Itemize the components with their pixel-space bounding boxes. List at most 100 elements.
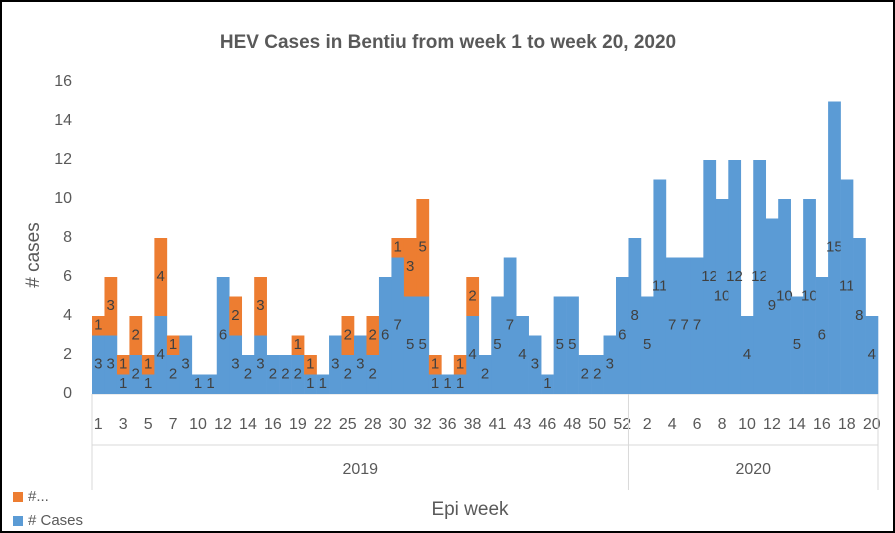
- bar-segment: [279, 355, 292, 394]
- data-label: 2: [369, 326, 377, 343]
- bar-segment: [141, 355, 155, 375]
- x-tick-label: 22: [314, 416, 332, 433]
- bar-segment: [503, 257, 517, 394]
- legend-swatch: [13, 516, 23, 526]
- x-tick-label: 5: [144, 416, 153, 433]
- bar-segment: [229, 296, 243, 336]
- bar-segment: [229, 335, 243, 394]
- data-label: 6: [818, 326, 826, 343]
- bar-segment: [154, 238, 168, 316]
- data-label: 5: [556, 336, 564, 353]
- x-tick-label: 25: [339, 416, 357, 433]
- bar-segment: [703, 160, 717, 394]
- x-tick-label: 12: [214, 416, 232, 433]
- data-label: 2: [369, 365, 377, 382]
- x-tick-label: 19: [289, 416, 307, 433]
- bar-segment: [466, 277, 480, 316]
- bar-segment: [391, 257, 405, 394]
- data-label: 5: [418, 239, 426, 256]
- data-label: 2: [244, 365, 252, 382]
- data-label: 1: [456, 356, 464, 373]
- y-tick-label: 8: [63, 229, 72, 246]
- legend-label: # Cases: [28, 512, 83, 529]
- data-label: 11: [839, 278, 855, 295]
- data-label: 9: [768, 297, 776, 314]
- bar-segment: [329, 335, 342, 394]
- data-label: 2: [131, 365, 139, 382]
- x-tick-label: 10: [738, 416, 756, 433]
- x-tick-label: 10: [189, 416, 207, 433]
- x-tick-label: 38: [464, 416, 482, 433]
- x-tick-label: 14: [239, 416, 257, 433]
- bar-segment: [403, 296, 417, 394]
- x-tick-label: 4: [668, 416, 677, 433]
- data-label: 10: [776, 287, 793, 304]
- y-tick-label: 12: [54, 151, 72, 168]
- bar-segment: [291, 335, 305, 355]
- data-label: 3: [256, 297, 264, 314]
- x-tick-label: 8: [718, 416, 727, 433]
- data-label: 3: [107, 297, 115, 314]
- bar-segment: [865, 316, 879, 394]
- bar-segment: [828, 101, 841, 394]
- data-label: 2: [131, 326, 139, 343]
- bar-segment: [416, 296, 430, 394]
- bar-segment: [765, 218, 779, 394]
- data-label: 3: [181, 356, 189, 373]
- bar-segment: [553, 296, 567, 394]
- data-label: 3: [406, 258, 414, 275]
- x-tick-label: 46: [538, 416, 556, 433]
- bar-segment: [241, 355, 255, 394]
- data-label: 7: [693, 317, 701, 334]
- bar-segment: [92, 335, 105, 394]
- x-tick-label: 48: [563, 416, 581, 433]
- data-label: 10: [801, 287, 818, 304]
- x-tick-label: 43: [514, 416, 532, 433]
- bar-segment: [254, 277, 267, 336]
- data-label: 1: [294, 336, 302, 353]
- data-label: 2: [294, 365, 302, 382]
- data-label: 3: [256, 356, 264, 373]
- bar-segment: [803, 199, 816, 394]
- bar-segment: [403, 238, 417, 297]
- x-tick-label: 1: [94, 416, 103, 433]
- data-label: 1: [456, 375, 464, 392]
- data-label: 3: [231, 356, 239, 373]
- y-tick-label: 0: [63, 385, 72, 402]
- data-label: 2: [344, 326, 352, 343]
- x-axis-title: Epi week: [431, 499, 509, 520]
- bar-segment: [129, 316, 143, 355]
- data-label: 15: [826, 239, 843, 256]
- data-label: 12: [751, 268, 768, 285]
- bar-segment: [453, 374, 467, 394]
- data-label: 5: [643, 336, 651, 353]
- data-label: 1: [431, 356, 439, 373]
- data-label: 12: [726, 268, 743, 285]
- y-tick-label: 6: [63, 268, 72, 285]
- data-label: 1: [443, 375, 451, 392]
- x-tick-label: 28: [364, 416, 382, 433]
- bar-segment: [728, 160, 742, 394]
- bar-segment: [628, 238, 642, 394]
- y-tick-label: 4: [63, 307, 72, 324]
- x-tick-label: 18: [838, 416, 856, 433]
- x-tick-label: 30: [389, 416, 407, 433]
- data-label: 3: [331, 356, 339, 373]
- data-label: 10: [714, 287, 731, 304]
- group-label: 2020: [735, 461, 771, 478]
- data-label: 4: [518, 346, 526, 363]
- x-tick-label: 50: [588, 416, 606, 433]
- bar-segment: [778, 199, 791, 394]
- bar-segment: [166, 335, 180, 355]
- bar-segment: [790, 296, 804, 394]
- data-label: 1: [144, 356, 152, 373]
- data-label: 2: [344, 365, 352, 382]
- bar-segment: [441, 374, 455, 394]
- bar-segment: [640, 296, 654, 394]
- x-tick-label: 16: [264, 416, 282, 433]
- bar-segment: [304, 355, 317, 375]
- bar-segment: [154, 316, 168, 394]
- data-label: 1: [306, 375, 314, 392]
- bar-segment: [428, 355, 442, 375]
- data-label: 1: [119, 375, 127, 392]
